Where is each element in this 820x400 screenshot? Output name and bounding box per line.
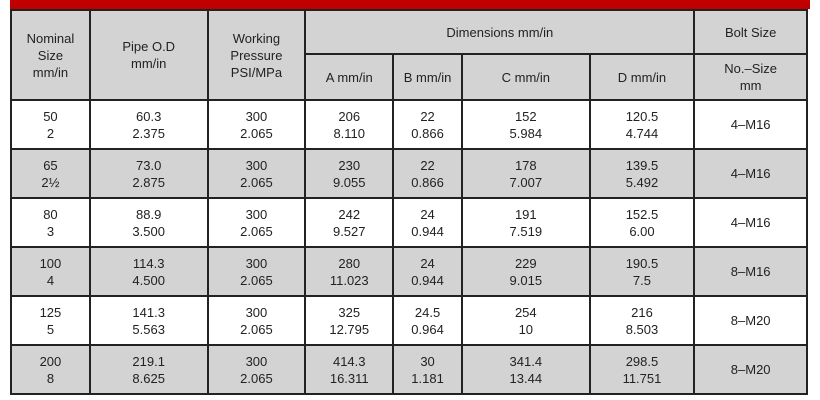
cell-b: 22 0.866	[392, 99, 463, 150]
cell-c: 254 10	[461, 295, 591, 346]
cell-a: 242 9.527	[304, 197, 395, 248]
cell-bolt: 4–M16	[693, 148, 808, 199]
cell-d: 120.5 4.744	[588, 99, 696, 150]
cell-od: 60.3 2.375	[88, 99, 209, 150]
cell-od: 73.0 2.875	[88, 148, 209, 199]
cell-b: 24 0.944	[392, 246, 463, 297]
cell-bolt: 8–M20	[693, 344, 808, 395]
cell-od: 219.1 8.625	[88, 344, 209, 395]
cell-nominal: 65 2½	[10, 148, 91, 199]
header-nominal-size: Nominal Size mm/in	[10, 9, 91, 101]
cell-b: 24.5 0.964	[392, 295, 463, 346]
cell-c: 229 9.015	[461, 246, 591, 297]
cell-bolt: 8–M16	[693, 246, 808, 297]
header-b: B mm/in	[392, 53, 463, 101]
cell-nominal: 125 5	[10, 295, 91, 346]
header-dimensions: Dimensions mm/in	[304, 9, 696, 55]
cell-d: 298.5 11.751	[588, 344, 696, 395]
cell-nominal: 50 2	[10, 99, 91, 150]
cell-a: 280 11.023	[304, 246, 395, 297]
header-pipe-od: Pipe O.D mm/in	[88, 9, 209, 101]
flange-dimensions-table: Nominal Size mm/in Pipe O.D mm/in Working Pr…	[10, 9, 808, 395]
cell-d: 152.5 6.00	[588, 197, 696, 248]
cell-bolt: 4–M16	[693, 99, 808, 150]
cell-p: 300 2.065	[206, 148, 307, 199]
cell-p: 300 2.065	[206, 197, 307, 248]
cell-bolt: 4–M16	[693, 197, 808, 248]
table-row: 100 4 114.3 4.500 300 2.065 280 11.023 24 0.944 22…	[10, 246, 808, 297]
cell-d: 216 8.503	[588, 295, 696, 346]
cell-a: 414.3 16.311	[304, 344, 395, 395]
cell-p: 300 2.065	[206, 99, 307, 150]
cell-p: 300 2.065	[206, 344, 307, 395]
table-row: 125 5 141.3 5.563 300 2.065 325 12.795 24.5 0.964…	[10, 295, 808, 346]
header-d: D mm/in	[588, 53, 696, 101]
cell-d: 139.5 5.492	[588, 148, 696, 199]
cell-bolt: 8–M20	[693, 295, 808, 346]
cell-b: 24 0.944	[392, 197, 463, 248]
cell-nominal: 100 4	[10, 246, 91, 297]
cell-a: 325 12.795	[304, 295, 395, 346]
cell-c: 341.4 13.44	[461, 344, 591, 395]
cell-a: 230 9.055	[304, 148, 395, 199]
cell-p: 300 2.065	[206, 246, 307, 297]
cell-b: 30 1.181	[392, 344, 463, 395]
cell-a: 206 8.110	[304, 99, 395, 150]
table-row: 50 2 60.3 2.375 300 2.065 206 8.110 22 0.866 152 5.…	[10, 99, 808, 150]
cell-b: 22 0.866	[392, 148, 463, 199]
cell-od: 88.9 3.500	[88, 197, 209, 248]
red-header-band	[10, 0, 810, 9]
header-c: C mm/in	[461, 53, 591, 101]
header-working-pressure: Working Pressure PSI/MPa	[206, 9, 307, 101]
header-bolt-size: Bolt Size	[693, 9, 808, 55]
header-bolt-no-size: No.–Size mm	[693, 53, 808, 101]
table-row: 200 8 219.1 8.625 300 2.065 414.3 16.311 30 1.181…	[10, 344, 808, 395]
table-row: 65 2½ 73.0 2.875 300 2.065 230 9.055 22 0.866 178 7…	[10, 148, 808, 199]
cell-d: 190.5 7.5	[588, 246, 696, 297]
cell-nominal: 80 3	[10, 197, 91, 248]
cell-c: 152 5.984	[461, 99, 591, 150]
cell-c: 191 7.519	[461, 197, 591, 248]
cell-od: 141.3 5.563	[88, 295, 209, 346]
table-row: 80 3 88.9 3.500 300 2.065 242 9.527 24 0.944 191 7.…	[10, 197, 808, 248]
cell-p: 300 2.065	[206, 295, 307, 346]
cell-od: 114.3 4.500	[88, 246, 209, 297]
cell-nominal: 200 8	[10, 344, 91, 395]
header-a: A mm/in	[304, 53, 395, 101]
cell-c: 178 7.007	[461, 148, 591, 199]
